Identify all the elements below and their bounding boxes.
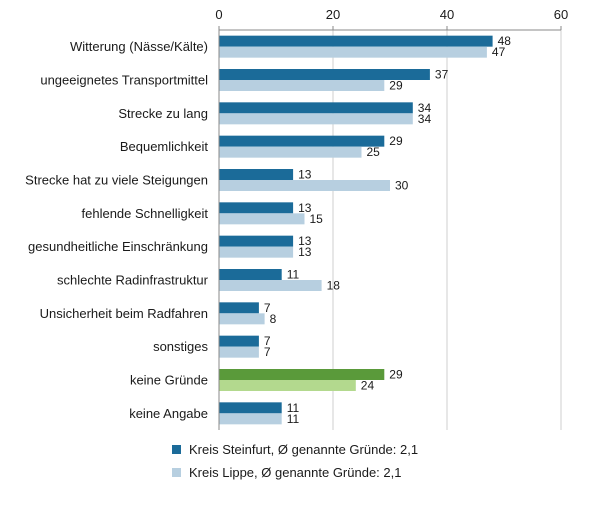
value-label: 30 xyxy=(395,179,409,193)
value-label: 13 xyxy=(298,245,312,259)
category-label: Strecke zu lang xyxy=(118,106,208,121)
value-label: 7 xyxy=(264,334,271,348)
category-labels: Witterung (Nässe/Kälte) ungeeignetes Tran… xyxy=(25,39,209,421)
value-label: 29 xyxy=(389,79,403,93)
category-label: Bequemlichkeit xyxy=(120,139,209,154)
value-label: 13 xyxy=(298,234,312,248)
value-label: 7 xyxy=(264,345,271,359)
bar-lippe xyxy=(219,213,305,225)
bar-lippe xyxy=(219,113,413,125)
value-label: 34 xyxy=(418,101,432,115)
value-label: 8 xyxy=(270,312,277,326)
bars xyxy=(219,35,493,425)
value-label: 34 xyxy=(418,112,432,126)
value-label: 25 xyxy=(367,145,381,159)
legend-item-steinfurt: Kreis Steinfurt, Ø genannte Gründe: 2,1 xyxy=(172,440,418,459)
value-label: 13 xyxy=(298,201,312,215)
tick-label: 20 xyxy=(326,7,340,22)
bar-lippe xyxy=(219,246,294,258)
legend: Kreis Steinfurt, Ø genannte Gründe: 2,1 … xyxy=(172,440,418,486)
category-label: Witterung (Nässe/Kälte) xyxy=(70,39,208,54)
value-label: 47 xyxy=(492,45,506,59)
bar-lippe xyxy=(219,380,356,391)
bar-steinfurt xyxy=(219,235,294,247)
bar-lippe xyxy=(219,146,362,158)
bar-chart: 0 20 40 60 Witterung (Nässe/Kälte) ungeeigne… xyxy=(25,7,568,430)
bar-steinfurt xyxy=(219,135,385,147)
bar-lippe xyxy=(219,346,259,358)
category-label: Unsicherheit beim Radfahren xyxy=(40,306,208,321)
value-labels: 4847372934342925133013151313111878772924… xyxy=(264,34,511,426)
value-label: 37 xyxy=(435,68,449,82)
bar-lippe xyxy=(219,180,390,191)
legend-label-steinfurt: Kreis Steinfurt, Ø genannte Gründe: 2,1 xyxy=(189,442,419,457)
value-label: 24 xyxy=(361,379,375,393)
category-label: keine Angabe xyxy=(129,406,208,421)
legend-swatch-lippe xyxy=(172,468,181,477)
value-label: 7 xyxy=(264,301,271,315)
legend-item-lippe: Kreis Lippe, Ø genannte Gründe: 2,1 xyxy=(172,463,418,482)
bar-lippe xyxy=(219,313,265,325)
bar-steinfurt xyxy=(219,402,282,414)
bar-lippe xyxy=(219,280,322,291)
value-label: 11 xyxy=(287,412,300,426)
grid-lines xyxy=(332,30,562,430)
x-axis-ticks: 0 20 40 60 xyxy=(215,7,568,31)
category-label: sonstiges xyxy=(153,339,208,354)
value-label: 29 xyxy=(389,134,403,148)
legend-label-lippe: Kreis Lippe, Ø genannte Gründe: 2,1 xyxy=(189,465,402,480)
value-label: 11 xyxy=(287,268,300,282)
value-label: 13 xyxy=(298,168,312,182)
tick-label: 40 xyxy=(440,7,454,22)
category-label: fehlende Schnelligkeit xyxy=(82,206,209,221)
legend-swatch-steinfurt xyxy=(172,445,181,454)
bar-steinfurt xyxy=(219,202,294,214)
category-label: schlechte Radinfrastruktur xyxy=(57,273,209,288)
category-label: Strecke hat zu viele Steigungen xyxy=(25,173,208,188)
category-label: gesundheitliche Einschränkung xyxy=(28,239,208,254)
value-label: 29 xyxy=(389,368,403,382)
value-label: 18 xyxy=(327,279,341,293)
value-label: 15 xyxy=(310,212,324,226)
bar-steinfurt xyxy=(219,335,259,347)
bar-lippe xyxy=(219,413,282,425)
tick-label: 0 xyxy=(215,7,222,22)
value-label: 11 xyxy=(287,401,300,415)
bar-steinfurt xyxy=(219,102,413,114)
bar-lippe xyxy=(219,46,487,58)
bar-lippe xyxy=(219,80,385,91)
bar-steinfurt xyxy=(219,369,385,380)
value-label: 48 xyxy=(498,34,512,48)
tick-label: 60 xyxy=(554,7,568,22)
bar-steinfurt xyxy=(219,302,259,314)
bar-steinfurt xyxy=(219,269,282,280)
bar-steinfurt xyxy=(219,35,493,47)
bar-steinfurt xyxy=(219,169,294,180)
bar-steinfurt xyxy=(219,69,430,80)
category-label: ungeeignetes Transportmittel xyxy=(40,73,208,88)
category-label: keine Gründe xyxy=(130,373,208,388)
